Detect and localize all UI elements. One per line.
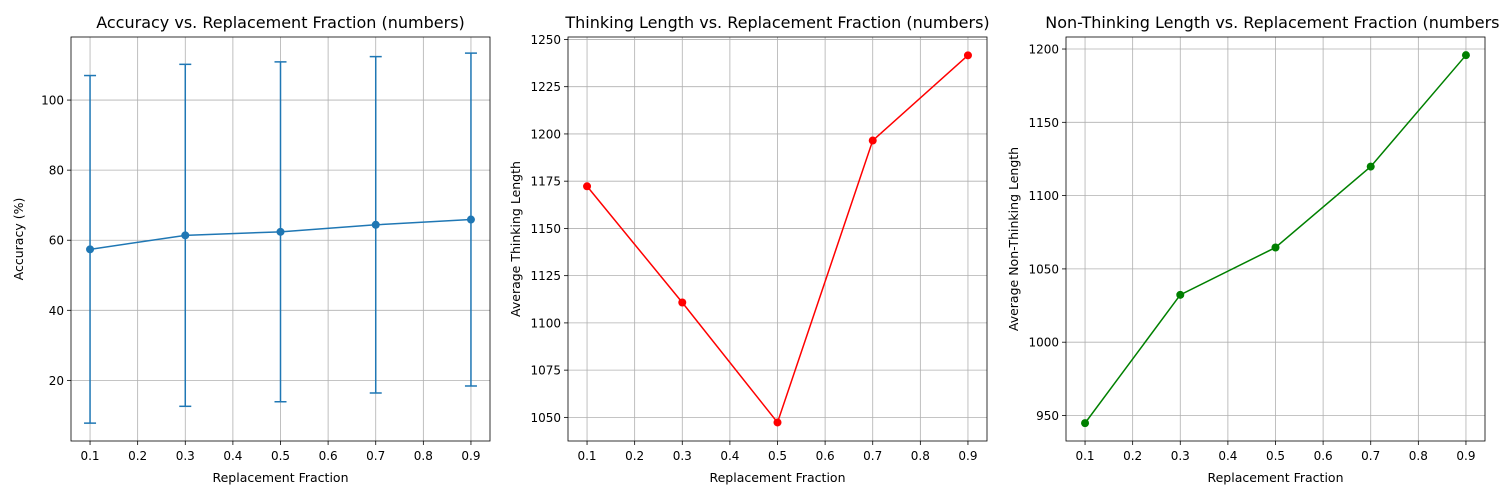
y-tick-label: 1100 [530, 316, 561, 330]
chart-title: Non-Thinking Length vs. Replacement Frac… [1045, 13, 1500, 32]
chart-panel-3: Non-Thinking Length vs. Replacement Frac… [1006, 13, 1500, 485]
y-tick-label: 1175 [530, 175, 561, 189]
y-tick-label: 60 [49, 234, 64, 248]
x-tick-label: 0.9 [1456, 449, 1475, 463]
x-tick-label: 0.7 [366, 449, 385, 463]
chart-panel-1: Accuracy vs. Replacement Fraction (numbe… [11, 13, 491, 485]
x-axis-label: Replacement Fraction [709, 470, 845, 485]
x-tick-label: 0.1 [577, 449, 596, 463]
x-tick-label: 0.6 [816, 449, 835, 463]
x-tick-label: 0.8 [1409, 449, 1428, 463]
data-point [678, 298, 687, 307]
data-point [466, 215, 475, 224]
plot-frame [1065, 36, 1486, 442]
y-tick-label: 80 [49, 164, 64, 178]
x-tick-label: 0.2 [625, 449, 644, 463]
x-tick-label: 0.8 [414, 449, 433, 463]
y-axis-label: Average Thinking Length [508, 161, 523, 317]
y-tick-label: 1225 [530, 80, 561, 94]
x-tick-label: 0.6 [319, 449, 338, 463]
data-point [963, 51, 972, 60]
x-tick-label: 0.5 [271, 449, 290, 463]
x-tick-label: 0.5 [1266, 449, 1285, 463]
data-point [181, 231, 190, 240]
x-axis-label: Replacement Fraction [1207, 470, 1343, 485]
plot-frame [70, 36, 491, 442]
data-point [1366, 162, 1375, 171]
x-tick-label: 0.1 [1075, 449, 1094, 463]
x-tick-label: 0.8 [911, 449, 930, 463]
y-axis-label: Average Non-Thinking Length [1006, 147, 1021, 331]
chart-title: Accuracy vs. Replacement Fraction (numbe… [96, 13, 465, 32]
chart-title: Thinking Length vs. Replacement Fraction… [564, 13, 989, 32]
y-tick-label: 1050 [1028, 262, 1059, 276]
x-tick-label: 0.9 [461, 449, 480, 463]
x-tick-label: 0.9 [958, 449, 977, 463]
x-tick-label: 0.6 [1314, 449, 1333, 463]
y-axis-label: Accuracy (%) [11, 198, 26, 281]
x-tick-label: 0.7 [1361, 449, 1380, 463]
data-point [868, 136, 877, 145]
x-tick-label: 0.5 [768, 449, 787, 463]
x-tick-label: 0.4 [1218, 449, 1237, 463]
y-tick-label: 1200 [530, 127, 561, 141]
x-tick-label: 0.3 [1171, 449, 1190, 463]
y-tick-label: 1150 [530, 222, 561, 236]
x-tick-label: 0.2 [128, 449, 147, 463]
data-point [371, 220, 380, 229]
data-point [1271, 243, 1280, 252]
data-point [86, 245, 95, 254]
x-tick-label: 0.4 [223, 449, 242, 463]
y-tick-label: 20 [49, 374, 64, 388]
y-tick-label: 1250 [530, 33, 561, 47]
y-tick-label: 1200 [1028, 43, 1059, 57]
x-axis-label: Replacement Fraction [212, 470, 348, 485]
y-tick-label: 40 [49, 304, 64, 318]
x-tick-label: 0.3 [176, 449, 195, 463]
data-point [1461, 51, 1470, 60]
data-point [773, 418, 782, 427]
x-tick-label: 0.2 [1123, 449, 1142, 463]
y-tick-label: 1075 [530, 364, 561, 378]
x-tick-label: 0.1 [80, 449, 99, 463]
data-point [276, 227, 285, 236]
x-tick-label: 0.7 [863, 449, 882, 463]
y-tick-label: 100 [41, 94, 64, 108]
x-tick-label: 0.4 [720, 449, 739, 463]
y-tick-label: 1050 [530, 411, 561, 425]
y-tick-label: 950 [1036, 409, 1059, 423]
y-tick-label: 1000 [1028, 336, 1059, 350]
y-tick-label: 1150 [1028, 116, 1059, 130]
data-point [583, 182, 592, 191]
plot-frame [567, 36, 988, 442]
data-point [1081, 419, 1090, 428]
y-tick-label: 1100 [1028, 189, 1059, 203]
chart-panel-2: Thinking Length vs. Replacement Fraction… [508, 13, 990, 485]
y-tick-label: 1125 [530, 269, 561, 283]
data-point [1176, 290, 1185, 299]
x-tick-label: 0.3 [673, 449, 692, 463]
